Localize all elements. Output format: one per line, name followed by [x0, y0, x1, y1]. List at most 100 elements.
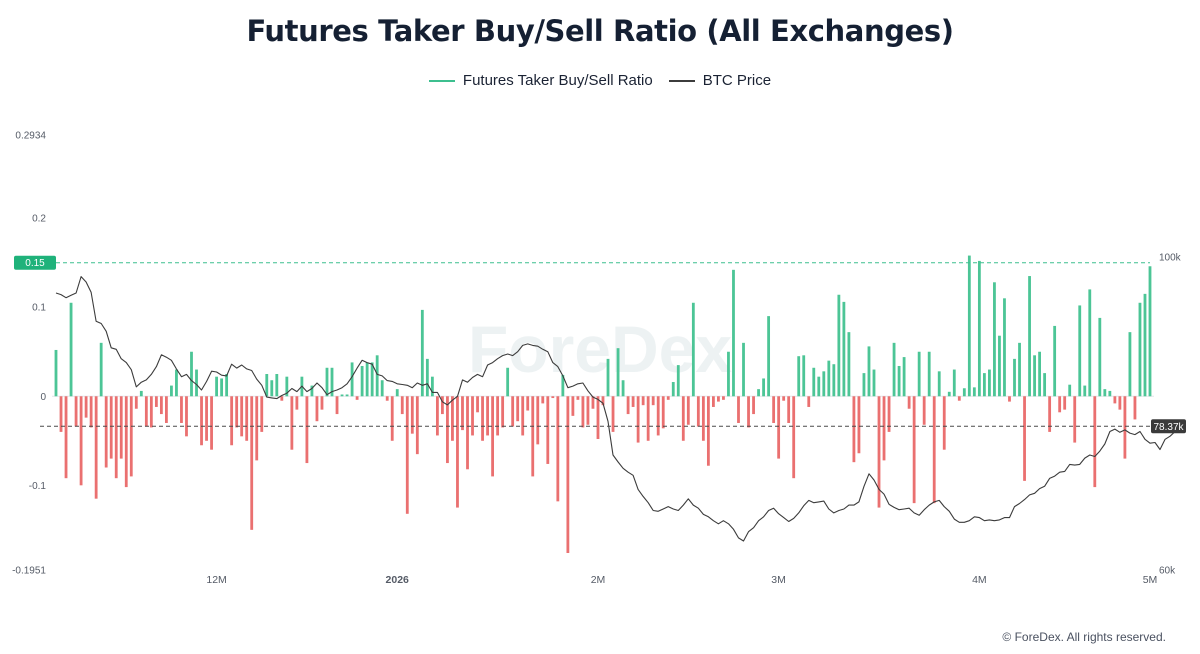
- watermark-text: ForeDex: [468, 312, 732, 386]
- ratio-bar: [1113, 396, 1117, 404]
- ratio-bar: [526, 396, 530, 411]
- ratio-bar: [752, 396, 755, 415]
- x-axis-tick: 5M: [1143, 574, 1158, 586]
- ratio-bar: [907, 396, 911, 409]
- ratio-bar: [506, 367, 510, 397]
- ratio-bar: [712, 396, 715, 407]
- right-axis-tick: 100k: [1159, 253, 1182, 264]
- ratio-bar: [415, 396, 419, 455]
- ratio-bar: [215, 376, 218, 397]
- ratio-bar: [270, 380, 274, 397]
- ratio-bar: [827, 360, 831, 397]
- ratio-bar: [882, 396, 886, 461]
- threshold-group: 0.15: [14, 255, 1150, 270]
- ratio-bar: [606, 358, 610, 397]
- ratio-bar: [471, 396, 474, 436]
- ratio-bar: [546, 396, 550, 464]
- ratio-bar: [586, 396, 590, 425]
- ratio-bar: [972, 387, 976, 397]
- left-axis-tick: -0.1: [29, 481, 47, 492]
- ratio-bar: [691, 302, 695, 397]
- ratio-bar: [626, 396, 630, 415]
- ratio-bar: [466, 396, 469, 470]
- ratio-bar: [681, 396, 685, 441]
- ratio-bar: [952, 369, 956, 397]
- ratio-bar: [425, 358, 429, 397]
- ratio-bar: [205, 396, 208, 441]
- ratio-bar: [154, 396, 158, 407]
- ratio-bar: [787, 396, 791, 423]
- x-axis-tick: 4M: [972, 574, 987, 586]
- ratio-bar: [69, 302, 73, 397]
- ratio-bar: [1123, 396, 1127, 459]
- ratio-bar: [571, 396, 575, 416]
- current-price-badge: [1151, 419, 1186, 434]
- ratio-bar: [611, 396, 615, 432]
- ratio-bar: [159, 396, 163, 415]
- chart-title: Futures Taker Buy/Sell Ratio (All Exchan…: [246, 14, 954, 48]
- ratio-bar: [144, 396, 148, 427]
- ratio-bar: [601, 396, 605, 406]
- ratio-bar: [621, 380, 625, 397]
- ratio-bar: [747, 396, 750, 428]
- ratio-bar: [290, 396, 294, 450]
- legend-item-ratio[interactable]: Futures Taker Buy/Sell Ratio: [428, 72, 653, 89]
- ratio-bar: [998, 335, 1001, 397]
- ratio-bar: [355, 396, 359, 400]
- ratio-bar: [380, 380, 384, 397]
- ratio-bar: [802, 355, 806, 397]
- ratio-bar: [762, 378, 765, 397]
- x-axis-tick: 3M: [771, 574, 786, 586]
- x-axis-tick: 12M: [206, 574, 226, 586]
- ratio-bar: [59, 396, 63, 432]
- ratio-bar: [872, 369, 876, 397]
- ratio-bar: [982, 373, 986, 397]
- ratio-bar: [89, 396, 93, 428]
- ratio-bar: [666, 396, 670, 400]
- ratio-bar: [265, 374, 269, 397]
- ratio-bar: [797, 356, 801, 397]
- ratio-bar: [521, 396, 525, 436]
- threshold-badge-label: 0.15: [25, 258, 45, 269]
- ratio-bar: [511, 396, 515, 427]
- ratio-bar: [988, 369, 991, 397]
- copyright-footer: © ForeDex. All rights reserved.: [1002, 630, 1166, 644]
- ratio-bar: [541, 396, 545, 404]
- ratio-bar: [867, 346, 871, 397]
- ratio-bar: [305, 396, 309, 464]
- legend-swatch-ratio: [428, 79, 455, 82]
- ratio-bar: [481, 396, 484, 441]
- legend-swatch-btc-price: [668, 79, 695, 82]
- ratio-bars: [54, 255, 1152, 553]
- ratio-bar: [701, 396, 705, 441]
- ratio-bar: [1073, 396, 1077, 443]
- ratio-bar: [405, 396, 409, 514]
- current-price-badge-label: 78.37k: [1153, 422, 1184, 433]
- ratio-bar: [315, 396, 319, 422]
- ratio-bar: [922, 396, 926, 425]
- ratio-bar: [897, 365, 901, 397]
- ratio-bar: [536, 396, 540, 445]
- ratio-bar: [581, 396, 585, 428]
- ratio-bar: [1143, 293, 1147, 397]
- legend-item-btc-price[interactable]: BTC Price: [668, 72, 771, 89]
- ratio-bar: [280, 396, 284, 401]
- ratio-bar: [54, 349, 58, 397]
- ratio-bar: [114, 396, 118, 479]
- ratio-bar: [330, 367, 334, 397]
- ratio-bar: [671, 382, 675, 397]
- ratio-bar: [822, 371, 826, 397]
- ratio-bar: [1003, 298, 1006, 397]
- ratio-bar: [616, 348, 620, 397]
- ratio-bar: [325, 367, 329, 397]
- ratio-bar: [190, 351, 193, 397]
- ratio-bar: [782, 396, 786, 401]
- ratio-bar: [395, 389, 399, 397]
- ratio-bar: [84, 396, 88, 418]
- ratio-bar: [491, 396, 494, 477]
- ratio-bar: [927, 351, 931, 397]
- ratio-bar: [767, 316, 771, 397]
- ratio-bar: [170, 385, 173, 397]
- ratio-bar: [977, 260, 981, 397]
- ratio-bar: [365, 362, 369, 397]
